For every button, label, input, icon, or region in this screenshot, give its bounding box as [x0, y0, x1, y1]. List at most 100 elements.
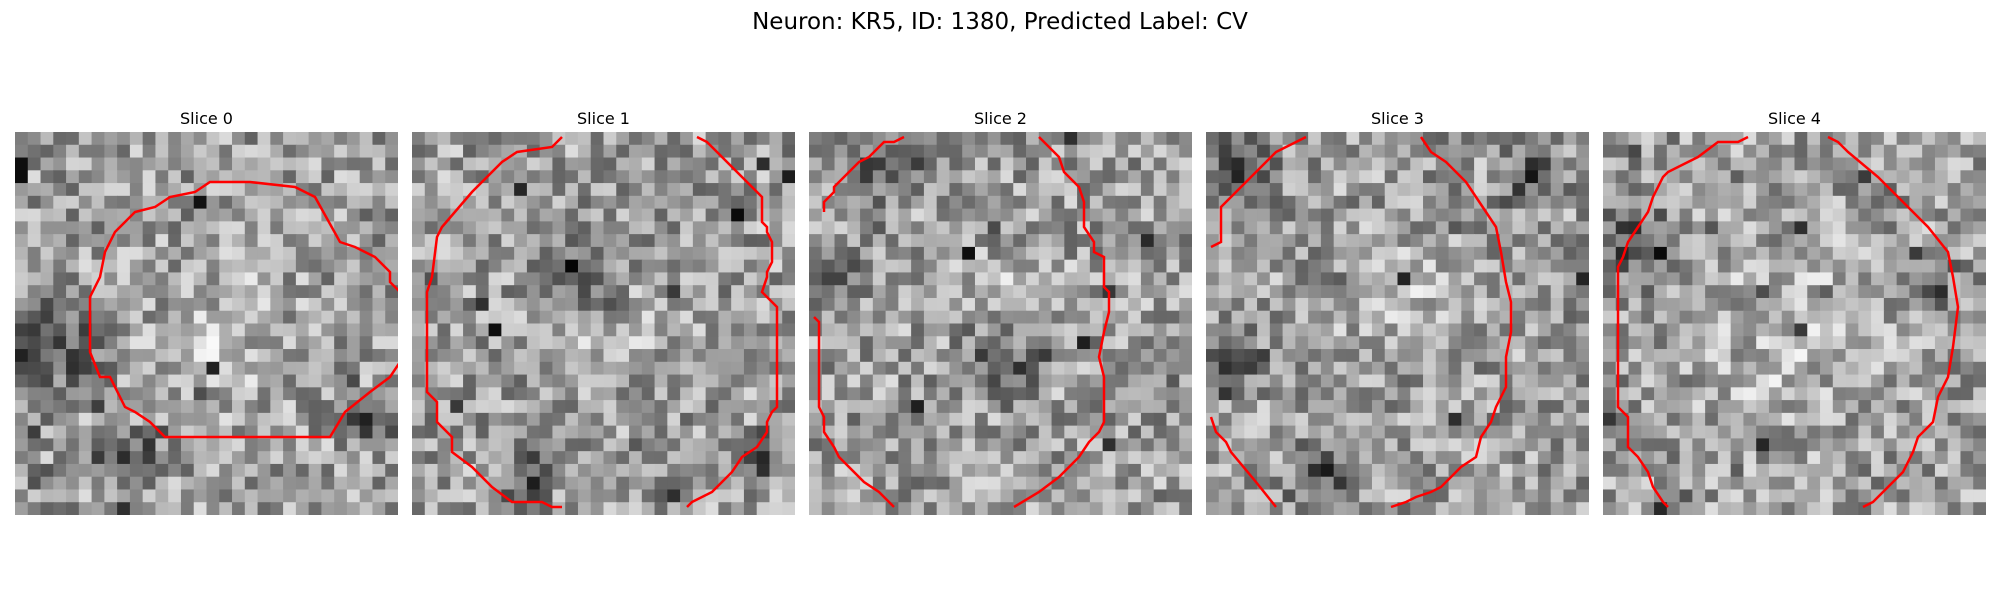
image-pixel [705, 221, 719, 235]
image-pixel [1717, 438, 1732, 452]
image-pixel [1768, 157, 1783, 171]
image-pixel [1883, 425, 1898, 439]
image-pixel [1410, 438, 1424, 452]
image-pixel [1550, 451, 1565, 465]
image-pixel [1282, 310, 1296, 325]
image-pixel [155, 221, 169, 235]
image-pixel [577, 438, 592, 452]
image-pixel [1128, 451, 1142, 465]
image-pixel [603, 183, 617, 197]
image-pixel [193, 425, 208, 439]
image-pixel [488, 463, 502, 478]
image-pixel [463, 400, 477, 414]
image-pixel [15, 387, 29, 401]
image-pixel [590, 323, 605, 337]
image-pixel [743, 400, 758, 414]
image-pixel [27, 463, 42, 478]
image-pixel [1537, 374, 1552, 388]
image-pixel [1499, 438, 1513, 452]
image-pixel [283, 170, 297, 184]
image-pixel [1320, 208, 1335, 222]
image-pixel [590, 349, 605, 363]
image-pixel [629, 425, 643, 439]
image-pixel [1909, 272, 1923, 286]
image-pixel [962, 285, 976, 299]
image-pixel [232, 157, 246, 171]
image-pixel [1820, 349, 1834, 363]
image-pixel [1832, 234, 1847, 248]
image-pixel [1115, 272, 1129, 286]
image-pixel [1973, 425, 1986, 439]
image-pixel [129, 157, 144, 171]
image-pixel [1896, 310, 1910, 325]
image-pixel [629, 451, 643, 465]
image-pixel [117, 349, 131, 363]
image-pixel [1525, 349, 1539, 363]
image-pixel [1333, 400, 1348, 414]
image-pixel [577, 208, 592, 222]
image-pixel [1499, 144, 1513, 159]
image-pixel [40, 297, 54, 312]
image-pixel [731, 349, 745, 363]
image-pixel [1871, 425, 1885, 439]
image-pixel [168, 502, 182, 515]
image-pixel [295, 170, 310, 184]
image-pixel [1499, 425, 1513, 439]
image-pixel [1705, 221, 1719, 235]
image-pixel [1947, 208, 1962, 222]
image-pixel [1282, 157, 1296, 171]
image-pixel [1486, 349, 1501, 363]
image-pixel [1077, 489, 1091, 503]
image-pixel [1486, 144, 1501, 159]
image-pixel [1794, 310, 1808, 325]
image-pixel [321, 272, 335, 286]
image-pixel [91, 400, 105, 414]
image-pixel [1537, 157, 1552, 171]
image-pixel [193, 502, 208, 515]
image-pixel [1743, 400, 1757, 414]
image-pixel [295, 234, 310, 248]
image-pixel [1218, 463, 1233, 478]
image-pixel [488, 272, 502, 286]
image-pixel [1807, 387, 1821, 401]
image-pixel [1051, 259, 1065, 274]
image-pixel [987, 476, 1002, 491]
image-pixel [66, 259, 80, 274]
image-pixel [1448, 349, 1462, 363]
image-pixel [1448, 183, 1462, 197]
image-pixel [1537, 221, 1552, 235]
image-pixel [155, 132, 169, 146]
image-pixel [782, 387, 795, 401]
image-pixel [782, 310, 795, 325]
image-pixel [1206, 259, 1220, 274]
image-pixel [809, 183, 823, 197]
image-pixel [475, 157, 490, 171]
image-pixel [1973, 412, 1986, 427]
image-pixel [180, 336, 195, 350]
image-pixel [1563, 476, 1577, 491]
image-pixel [1397, 336, 1411, 350]
image-pixel [769, 502, 783, 515]
image-pixel [641, 502, 656, 515]
image-pixel [834, 438, 848, 452]
image-pixel [1448, 476, 1462, 491]
image-pixel [1153, 438, 1168, 452]
image-pixel [1845, 297, 1859, 312]
image-pixel [705, 272, 719, 286]
image-pixel [1140, 246, 1155, 261]
image-pixel [1666, 463, 1681, 478]
image-pixel [1206, 463, 1220, 478]
image-pixel [1371, 476, 1386, 491]
image-pixel [603, 438, 617, 452]
image-pixel [1717, 234, 1732, 248]
image-pixel [731, 438, 745, 452]
image-pixel [1051, 361, 1065, 376]
image-pixel [1820, 144, 1834, 159]
image-pixel [1781, 285, 1796, 299]
image-pixel [206, 272, 220, 286]
image-pixel [1448, 361, 1462, 376]
image-pixel [283, 463, 297, 478]
image-pixel [1743, 297, 1757, 312]
image-pixel [1384, 144, 1399, 159]
image-pixel [295, 476, 310, 491]
